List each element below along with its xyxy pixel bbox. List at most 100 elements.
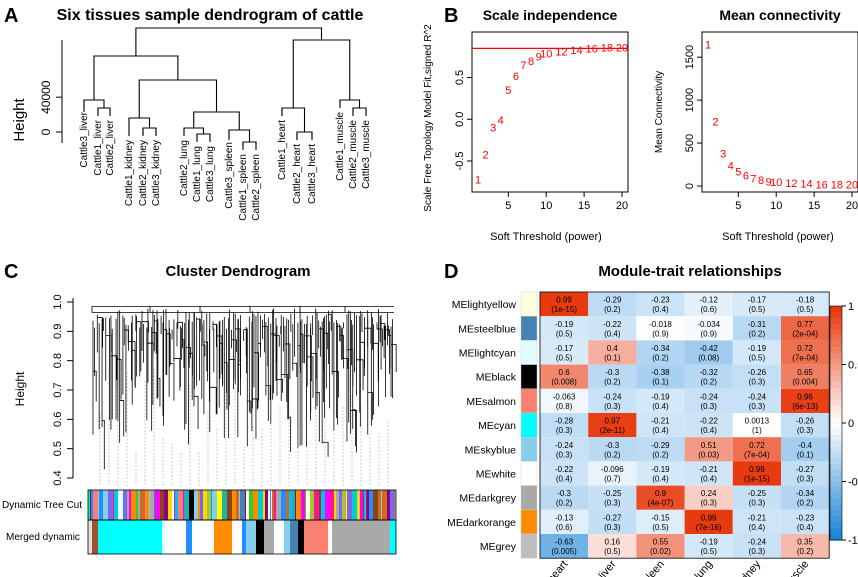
d-cell (540, 509, 589, 534)
c-band1-segment (265, 490, 268, 520)
d-cell-value: 0.77 (797, 320, 813, 329)
d-scale-step (830, 382, 842, 389)
d-cell-pvalue: (0.2) (604, 450, 621, 459)
c-band1-segment (357, 490, 360, 520)
b-left-ytick-label: 0.0 (454, 112, 466, 127)
c-branch (212, 323, 217, 348)
d-cell (781, 364, 830, 389)
c-band1-segment (345, 490, 346, 520)
d-cell-value: -0.27 (603, 513, 622, 522)
d-row-label: MEblack (476, 372, 517, 384)
c-band1-segment (222, 490, 227, 520)
d-row-swatch (520, 291, 538, 317)
c-branch (328, 314, 332, 331)
panel-c-row1-label: Dynamic Tree Cut (2, 500, 82, 511)
a-link-kidney (128, 117, 151, 128)
c-band1-segment (239, 490, 240, 520)
c-branch (324, 332, 329, 350)
d-cell (781, 413, 830, 438)
d-cell-value: -0.29 (603, 296, 622, 305)
d-cell-value: -0.4 (798, 441, 812, 450)
panel-b-left-title: Scale independence (483, 7, 618, 23)
c-ytick-label: 0.6 (52, 412, 64, 427)
d-row-label: MEdarkgrey (459, 493, 516, 505)
d-cell (684, 437, 733, 462)
d-row-swatch (520, 533, 538, 559)
c-band1-segment (366, 490, 367, 520)
c-band1-segment (90, 490, 91, 520)
d-cell (781, 534, 830, 559)
d-cell (540, 461, 589, 486)
c-band1-segment (334, 490, 336, 520)
d-cell-pvalue: (0.2) (604, 378, 621, 387)
d-cell-value: -0.17 (748, 296, 767, 305)
d-cell-pvalue: (0.2) (604, 305, 621, 314)
d-cell-pvalue: (0.3) (604, 523, 621, 532)
d-cell-value: -0.38 (651, 368, 670, 377)
d-scale-step (830, 370, 842, 377)
d-cell-value: 0.0013 (745, 417, 770, 426)
d-cell (684, 413, 733, 438)
d-cell-pvalue: (0.5) (556, 354, 573, 363)
c-group-link (149, 306, 200, 313)
b-right-xtick-label: 20 (846, 200, 858, 212)
d-cell-value: -0.24 (603, 392, 622, 401)
d-scale-step (830, 516, 842, 524)
a-leaf-label: Cattle2_liver (105, 119, 116, 175)
d-cell-value: 0.24 (701, 489, 717, 498)
panel-a-title: Six tissues sample dendrogram of cattle (57, 7, 364, 24)
c-band1-segment (123, 490, 127, 520)
d-scale-step (830, 469, 842, 477)
d-cell-value: -0.42 (700, 344, 719, 353)
c-band1-segment (306, 490, 310, 520)
c-band1-segment (364, 490, 366, 520)
d-scale-step (830, 399, 842, 407)
d-cell (684, 388, 733, 413)
d-cell-pvalue: (0.3) (556, 426, 573, 435)
b-right-point: 20 (846, 180, 858, 192)
b-right-ytick-label: 500 (684, 134, 696, 152)
d-cell-value: -0.19 (748, 344, 767, 353)
c-band1-segment (246, 490, 249, 520)
d-cell-value: 0.16 (605, 538, 621, 547)
d-cell-value: -0.25 (748, 489, 767, 498)
c-band1-segment (395, 490, 396, 520)
b-right-ytick-label: 0 (684, 183, 696, 189)
d-cell-value: 0.99 (749, 465, 765, 474)
c-band2-segment (304, 520, 312, 554)
c-band2-segment (242, 520, 246, 554)
c-group-link (91, 306, 150, 313)
c-band1-segment (178, 490, 183, 520)
b-right-point: 18 (831, 179, 843, 191)
d-cell-value: -0.13 (555, 513, 574, 522)
panel-b-right-xlabel: Soft Threshold (power) (722, 231, 834, 243)
c-branch (169, 363, 175, 401)
a-link-heart-23 (296, 131, 313, 140)
c-branch (142, 321, 149, 333)
c-branch (216, 335, 223, 375)
b-left-point: 4 (498, 115, 504, 127)
c-band1-segment (296, 490, 301, 520)
b-left-ytick-label: 0.5 (454, 70, 466, 85)
c-group-link (199, 306, 250, 313)
d-cell-value: -0.34 (651, 344, 670, 353)
c-band2-segment (264, 520, 274, 554)
c-band1-segment (352, 490, 357, 520)
c-band1-segment (387, 490, 390, 520)
c-band1-segment (281, 490, 286, 520)
d-cell-value: -0.24 (748, 392, 767, 401)
d-cell-pvalue: (0.004) (792, 378, 818, 387)
d-scale-step (830, 504, 842, 512)
c-ytick-label: 1.0 (52, 294, 64, 309)
d-cell-pvalue: (0.2) (797, 499, 814, 508)
d-cell-pvalue: (0.4) (652, 426, 669, 435)
d-cell-pvalue: (0.1) (797, 450, 814, 459)
b-right-point: 7 (750, 173, 756, 185)
d-cell-value: -0.29 (651, 441, 670, 450)
c-band1-segment (286, 490, 289, 520)
d-cell (732, 413, 781, 438)
d-scale-step (830, 323, 842, 330)
d-cell-value: -0.24 (700, 392, 719, 401)
d-scale-label: 0.5 (848, 360, 858, 372)
